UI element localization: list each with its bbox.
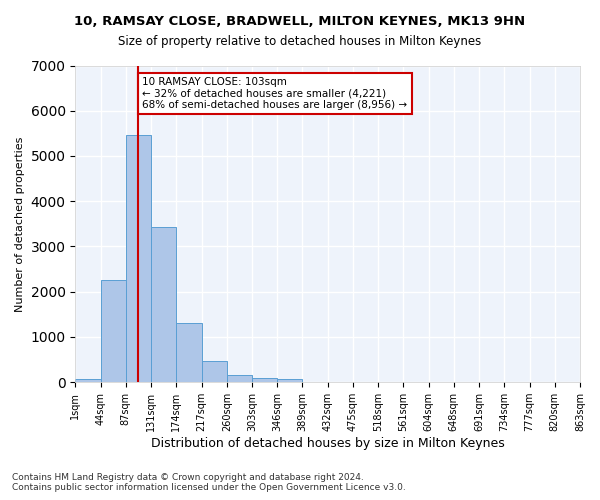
- Bar: [252, 378, 277, 382]
- Text: Contains HM Land Registry data © Crown copyright and database right 2024.
Contai: Contains HM Land Registry data © Crown c…: [12, 473, 406, 492]
- Bar: [227, 375, 252, 382]
- Text: 10, RAMSAY CLOSE, BRADWELL, MILTON KEYNES, MK13 9HN: 10, RAMSAY CLOSE, BRADWELL, MILTON KEYNE…: [74, 15, 526, 28]
- Y-axis label: Number of detached properties: Number of detached properties: [15, 136, 25, 312]
- Bar: [76, 379, 101, 382]
- Text: Size of property relative to detached houses in Milton Keynes: Size of property relative to detached ho…: [118, 35, 482, 48]
- Bar: [277, 380, 302, 382]
- Bar: [126, 134, 151, 382]
- Text: 10 RAMSAY CLOSE: 103sqm
← 32% of detached houses are smaller (4,221)
68% of semi: 10 RAMSAY CLOSE: 103sqm ← 32% of detache…: [142, 77, 407, 110]
- Bar: [151, 227, 176, 382]
- Bar: [176, 323, 202, 382]
- X-axis label: Distribution of detached houses by size in Milton Keynes: Distribution of detached houses by size …: [151, 437, 505, 450]
- Bar: [202, 362, 227, 382]
- Bar: [101, 280, 126, 382]
